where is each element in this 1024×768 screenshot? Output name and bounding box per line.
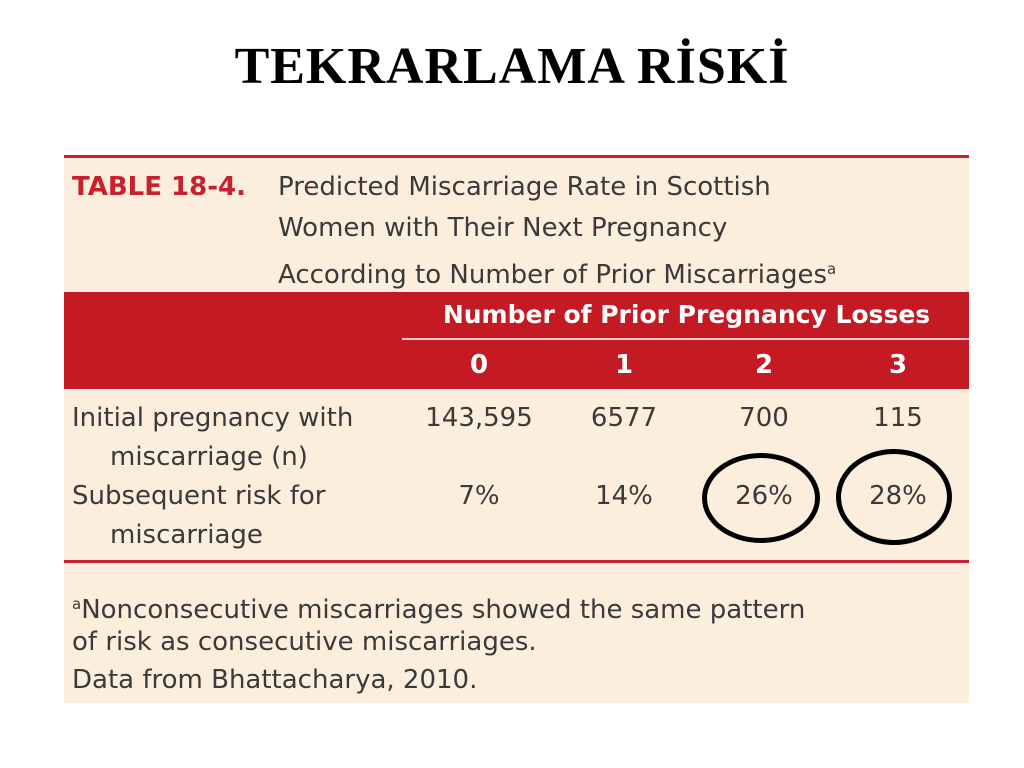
footnote-line-2: of risk as consecutive miscarriages.: [72, 627, 537, 657]
row-2-label-line-2: miscarriage: [110, 520, 263, 550]
table-cell: 7%: [458, 481, 500, 511]
column-header-band: Number of Prior Pregnancy Losses 0 1 2 3: [64, 292, 969, 389]
highlight-circle-26: [702, 453, 820, 543]
table-top-rule: [64, 155, 969, 158]
footnote-source: Data from Bhattacharya, 2010.: [72, 665, 478, 695]
column-header-2: 2: [754, 350, 774, 380]
row-2-label-line-1: Subsequent risk for: [72, 481, 326, 511]
highlight-circle-28: [836, 449, 952, 545]
column-header-0: 0: [469, 350, 489, 380]
caption-line-3: According to Number of Prior Miscarriage…: [278, 260, 837, 290]
group-header: Number of Prior Pregnancy Losses: [442, 300, 931, 329]
table-cell: 700: [739, 403, 789, 433]
column-header-1: 1: [614, 350, 634, 380]
header-divider: [402, 338, 969, 340]
caption-footnote-marker: a: [826, 260, 837, 278]
table-figure: TABLE 18-4. Predicted Miscarriage Rate i…: [64, 155, 969, 703]
table-cell: 143,595: [425, 403, 533, 433]
table-cell: 6577: [590, 403, 658, 433]
table-footnote: aNonconsecutive miscarriages showed the …: [72, 585, 805, 699]
table-cell: 14%: [595, 481, 653, 511]
table-label: TABLE 18-4.: [72, 172, 246, 202]
caption-line-1: Predicted Miscarriage Rate in Scottish: [278, 172, 771, 202]
slide-title: TEKRARLAMA RİSKİ: [234, 38, 790, 95]
caption-line-2: Women with Their Next Pregnancy: [278, 213, 728, 243]
footnote-rule: [64, 560, 969, 563]
footnote-line-1: aNonconsecutive miscarriages showed the …: [72, 595, 806, 625]
table-cell: 115: [873, 403, 923, 433]
row-1-label-line-2: miscarriage (n): [110, 442, 308, 472]
column-header-3: 3: [888, 350, 908, 380]
footnote-marker: a: [72, 595, 82, 613]
row-1-label-line-1: Initial pregnancy with: [72, 403, 354, 433]
